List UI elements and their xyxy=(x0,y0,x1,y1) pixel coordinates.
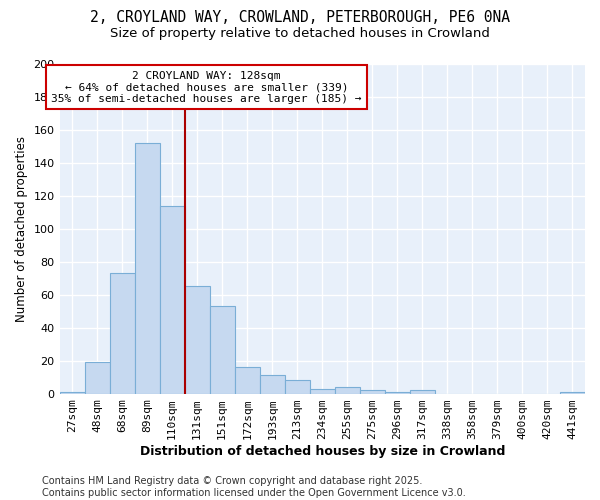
X-axis label: Distribution of detached houses by size in Crowland: Distribution of detached houses by size … xyxy=(140,444,505,458)
Text: Contains HM Land Registry data © Crown copyright and database right 2025.
Contai: Contains HM Land Registry data © Crown c… xyxy=(42,476,466,498)
Bar xyxy=(335,387,360,394)
Bar xyxy=(85,362,110,394)
Bar xyxy=(160,206,185,394)
Bar xyxy=(410,390,435,394)
Y-axis label: Number of detached properties: Number of detached properties xyxy=(15,136,28,322)
Text: 2, CROYLAND WAY, CROWLAND, PETERBOROUGH, PE6 0NA: 2, CROYLAND WAY, CROWLAND, PETERBOROUGH,… xyxy=(90,10,510,25)
Bar xyxy=(110,274,134,394)
Bar xyxy=(235,367,260,394)
Text: 2 CROYLAND WAY: 128sqm
← 64% of detached houses are smaller (339)
35% of semi-de: 2 CROYLAND WAY: 128sqm ← 64% of detached… xyxy=(52,70,362,104)
Bar xyxy=(285,380,310,394)
Bar xyxy=(360,390,385,394)
Bar xyxy=(560,392,585,394)
Bar xyxy=(134,143,160,394)
Bar xyxy=(59,392,85,394)
Text: Size of property relative to detached houses in Crowland: Size of property relative to detached ho… xyxy=(110,28,490,40)
Bar xyxy=(185,286,209,394)
Bar xyxy=(209,306,235,394)
Bar xyxy=(385,392,410,394)
Bar xyxy=(310,388,335,394)
Bar xyxy=(260,376,285,394)
